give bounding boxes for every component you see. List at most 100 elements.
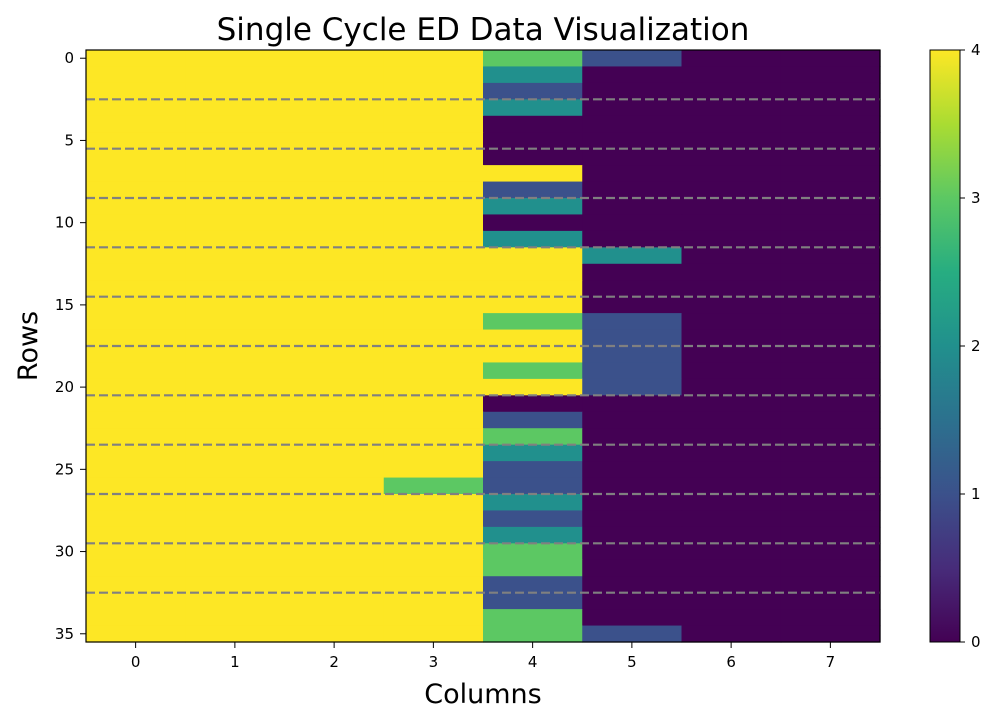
heatmap-cell	[383, 395, 484, 413]
heatmap-cell	[383, 625, 484, 643]
heatmap-cell	[383, 66, 484, 84]
heatmap-cell	[681, 526, 782, 544]
heatmap-cell	[284, 395, 385, 413]
heatmap-cell	[185, 444, 286, 462]
heatmap-cell	[86, 198, 186, 216]
heatmap-cell	[582, 444, 683, 462]
heatmap-cell	[780, 378, 881, 396]
heatmap-cell	[582, 559, 683, 577]
x-tick-label: 4	[528, 653, 538, 671]
heatmap-cell	[86, 461, 186, 479]
heatmap-cell	[86, 247, 186, 265]
heatmap-cell	[681, 395, 782, 413]
heatmap-cell	[284, 477, 385, 495]
heatmap-cell	[780, 165, 881, 183]
heatmap-cell	[86, 132, 186, 150]
heatmap-cell	[86, 576, 186, 594]
heatmap-cell	[582, 66, 683, 84]
heatmap-cell	[681, 82, 782, 100]
heatmap-cell	[86, 395, 186, 413]
heatmap-cell	[383, 543, 484, 561]
x-axis-ticks: 0 1 2 3 4 5 6 7	[131, 642, 835, 671]
heatmap-cell	[681, 296, 782, 314]
heatmap-cell	[582, 247, 683, 265]
heatmap-cell	[483, 346, 583, 364]
x-tick-label: 0	[131, 653, 141, 671]
x-tick-label: 7	[826, 653, 836, 671]
chart-title: Single Cycle ED Data Visualization	[217, 12, 750, 48]
heatmap-cell	[86, 280, 186, 298]
heatmap-cell	[86, 510, 186, 528]
heatmap-cell	[681, 165, 782, 183]
heatmap-cell	[284, 329, 385, 347]
heatmap-cell	[86, 609, 186, 627]
heatmap-cell	[681, 428, 782, 446]
heatmap-cell	[483, 313, 583, 331]
heatmap-cell	[383, 329, 484, 347]
heatmap-cell	[780, 395, 881, 413]
heatmap-cell	[284, 181, 385, 199]
heatmap-cell	[582, 313, 683, 331]
heatmap-cell	[483, 444, 583, 462]
heatmap-cell	[185, 181, 286, 199]
heatmap-cell	[483, 263, 583, 281]
heatmap-cell	[185, 165, 286, 183]
heatmap-cell	[383, 181, 484, 199]
heatmap-cell	[284, 609, 385, 627]
heatmap-cell	[582, 165, 683, 183]
heatmap-cell	[284, 428, 385, 446]
heatmap-cell	[86, 346, 186, 364]
heatmap-cell	[780, 230, 881, 248]
heatmap-cell	[483, 66, 583, 84]
heatmap-cell	[582, 510, 683, 528]
heatmap-cell	[483, 329, 583, 347]
heatmap-cell	[284, 66, 385, 84]
heatmap-cell	[483, 198, 583, 216]
heatmap-cell	[284, 247, 385, 265]
heatmap-cell	[185, 609, 286, 627]
heatmap-cell	[582, 543, 683, 561]
heatmap-cell	[483, 214, 583, 232]
heatmap-cell	[86, 99, 186, 117]
heatmap-cell	[284, 99, 385, 117]
heatmap-cell	[86, 411, 186, 429]
heatmap-cell	[681, 132, 782, 150]
heatmap-cell	[780, 411, 881, 429]
heatmap-cell	[681, 263, 782, 281]
heatmap-cell	[185, 395, 286, 413]
heatmap-cell	[284, 526, 385, 544]
heatmap-cell	[86, 263, 186, 281]
heatmap-cell	[780, 181, 881, 199]
heatmap-cell	[483, 247, 583, 265]
heatmap-cell	[284, 115, 385, 133]
y-tick-label: 20	[55, 378, 74, 396]
heatmap-cell	[582, 230, 683, 248]
heatmap-cell	[681, 181, 782, 199]
heatmap-cell	[681, 510, 782, 528]
heatmap-cell	[483, 559, 583, 577]
heatmap-cell	[483, 99, 583, 117]
heatmap-cell	[582, 428, 683, 446]
heatmap-cell	[483, 132, 583, 150]
heatmap-cell	[780, 132, 881, 150]
heatmap-cell	[780, 576, 881, 594]
heatmap-cell	[86, 444, 186, 462]
heatmap-cell	[185, 592, 286, 610]
heatmap-cell	[86, 115, 186, 133]
heatmap-cell	[383, 82, 484, 100]
x-tick-label: 5	[627, 653, 637, 671]
heatmap-cell	[681, 494, 782, 512]
heatmap-cell	[86, 165, 186, 183]
y-tick-label: 5	[64, 131, 74, 149]
heatmap-cell	[582, 411, 683, 429]
heatmap-cell	[284, 82, 385, 100]
heatmap-cell	[383, 444, 484, 462]
heatmap-cell	[483, 461, 583, 479]
colorbar-tick-label: 3	[971, 189, 981, 207]
heatmap-cell	[383, 198, 484, 216]
heatmap-cell	[284, 494, 385, 512]
heatmap-cell	[483, 50, 583, 68]
heatmap-cell	[284, 132, 385, 150]
heatmap-cell	[185, 346, 286, 364]
